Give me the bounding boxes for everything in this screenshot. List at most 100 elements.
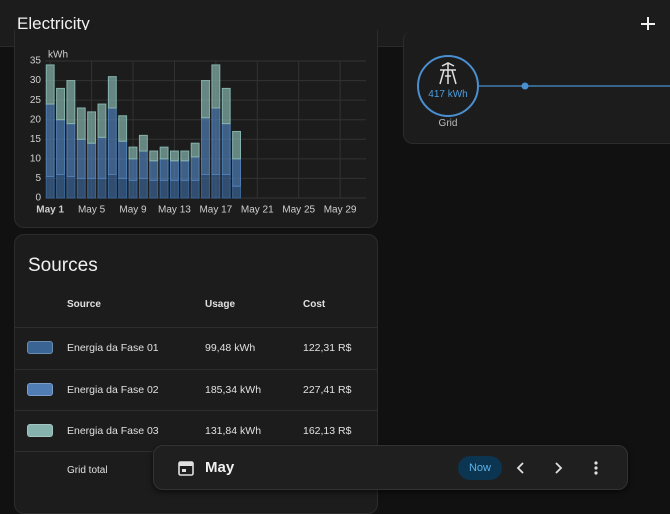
more-button[interactable] <box>594 461 598 475</box>
row-divider <box>15 368 378 370</box>
bar-segment <box>180 160 190 181</box>
bar-segment <box>180 150 190 162</box>
bar-segment <box>201 117 210 176</box>
bar-segment <box>45 103 55 177</box>
bar-segment <box>45 175 55 199</box>
y-tick-label: 10 <box>30 153 42 164</box>
bar-segment <box>76 138 86 179</box>
prev-button[interactable] <box>516 462 524 474</box>
bar-segment <box>76 177 86 199</box>
total-label: Grid total <box>67 465 108 476</box>
source-usage: 131,84 kWh <box>205 425 262 437</box>
bar-segment <box>97 177 107 199</box>
tower-icon <box>439 62 457 85</box>
bar-segment <box>118 115 128 142</box>
source-cost: 122,31 R$ <box>303 342 352 354</box>
bar-segment <box>170 160 179 181</box>
y-tick-label: 0 <box>35 193 41 204</box>
bar-segment <box>66 80 76 125</box>
grid-label: Grid <box>438 118 458 129</box>
bar-segment <box>232 130 241 160</box>
add-button[interactable] <box>640 16 656 32</box>
bar-segment <box>97 103 107 138</box>
legend-swatch <box>27 382 53 396</box>
bar-segment <box>201 174 210 199</box>
bar-segment <box>128 146 138 160</box>
x-tick-label: May 1 <box>36 205 64 216</box>
bar-segment <box>159 146 169 160</box>
bar-segment <box>149 179 159 199</box>
nav-buttons <box>516 461 598 475</box>
bar-segment <box>56 87 65 121</box>
bar-segment <box>211 107 221 176</box>
bar-segment <box>190 179 200 199</box>
bar-segment <box>66 175 76 199</box>
source-cost: 162,13 R$ <box>303 425 352 437</box>
bar-segment <box>221 123 231 176</box>
bar-segment <box>118 140 128 179</box>
period-label: May <box>205 459 235 476</box>
x-tick-label: May 25 <box>282 205 315 216</box>
bar-segment <box>170 150 179 162</box>
y-tick-label: 30 <box>30 75 42 86</box>
bar-segment <box>211 174 221 199</box>
x-tick-label: May 17 <box>199 205 232 216</box>
bar-segment <box>45 64 55 105</box>
y-tick-label: 35 <box>30 56 42 67</box>
page-title: Electricity <box>17 14 90 33</box>
bar-segment <box>87 177 97 199</box>
bar-segment <box>107 174 117 199</box>
plus-icon <box>641 17 655 31</box>
source-usage: 185,34 kWh <box>205 383 262 396</box>
bar-segment <box>128 158 138 181</box>
now-button[interactable]: Now <box>458 456 502 480</box>
sources-title: Sources <box>28 255 98 276</box>
bar-segment <box>138 134 148 152</box>
bar-segment <box>128 179 138 199</box>
column-header: Usage <box>205 299 236 310</box>
bar-segment <box>87 111 97 144</box>
source-name: Energia da Fase 03 <box>67 425 159 437</box>
bar-segment <box>211 64 221 109</box>
column-header: Source <box>67 299 101 310</box>
y-axis-label: kWh <box>48 50 68 61</box>
bar-segment <box>159 179 169 199</box>
bar-segment <box>170 179 179 199</box>
y-tick-label: 15 <box>30 134 42 145</box>
bar-segment <box>190 142 200 158</box>
bar-segment <box>180 179 190 199</box>
bar-segment <box>107 107 117 176</box>
bar-segment <box>107 76 117 109</box>
calendar-top <box>179 462 193 466</box>
bar-segment <box>149 150 159 162</box>
source-usage: 99,48 kWh <box>205 342 256 354</box>
bar-segment <box>190 156 200 181</box>
bar-segment <box>118 177 128 199</box>
date-bar: May Now <box>153 445 628 490</box>
bar-segment <box>221 174 231 199</box>
source-name: Energia da Fase 01 <box>67 342 159 354</box>
next-button[interactable] <box>555 462 563 474</box>
bar-segment <box>56 119 65 176</box>
y-tick-label: 5 <box>35 173 41 184</box>
calendar-icon[interactable] <box>178 459 194 476</box>
bar-segment <box>76 107 86 140</box>
bar-segment <box>201 80 210 119</box>
row-divider <box>15 410 378 411</box>
bar-segment <box>87 142 97 179</box>
dot <box>594 461 598 465</box>
bar-segment <box>159 158 169 181</box>
bar-segment <box>221 87 231 125</box>
bar-segment <box>232 158 241 187</box>
x-tick-label: May 29 <box>324 205 357 216</box>
grid-circle[interactable] <box>417 55 479 117</box>
bar-segment <box>66 123 76 177</box>
x-tick-label: May 13 <box>158 205 191 216</box>
bar-segment <box>56 174 65 199</box>
bar-segment <box>97 136 107 179</box>
energy-chart: kWh 0 5 10 15 20 25 30 35 May 1 May 5 May 9 May 13 M… <box>30 50 366 216</box>
bar-segment <box>149 160 159 181</box>
row-divider <box>15 327 378 328</box>
grid-value: 417 kWh <box>428 89 468 100</box>
grid-flow <box>417 55 670 117</box>
